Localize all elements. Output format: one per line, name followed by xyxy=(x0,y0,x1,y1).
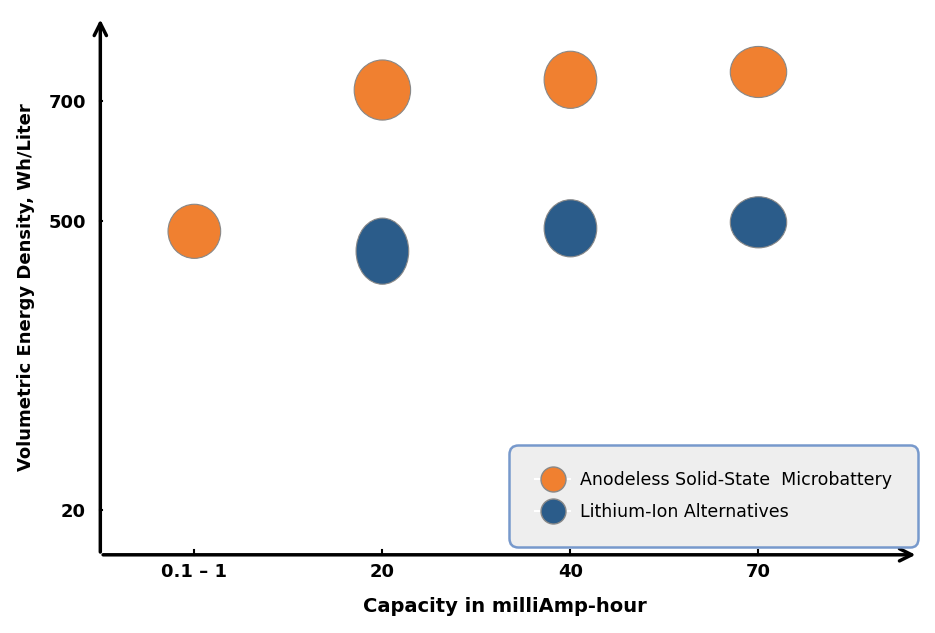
Ellipse shape xyxy=(168,204,221,258)
Ellipse shape xyxy=(356,218,409,284)
Ellipse shape xyxy=(544,200,597,257)
X-axis label: Capacity in milliAmp-hour: Capacity in milliAmp-hour xyxy=(363,598,646,617)
Ellipse shape xyxy=(730,46,786,97)
Y-axis label: Volumetric Energy Density, Wh/Liter: Volumetric Energy Density, Wh/Liter xyxy=(17,103,35,471)
Ellipse shape xyxy=(354,60,410,120)
Legend: Anodeless Solid-State  Microbattery, Lithium-Ion Alternatives: Anodeless Solid-State Microbattery, Lith… xyxy=(518,454,910,538)
Ellipse shape xyxy=(544,51,597,108)
Ellipse shape xyxy=(730,197,786,248)
